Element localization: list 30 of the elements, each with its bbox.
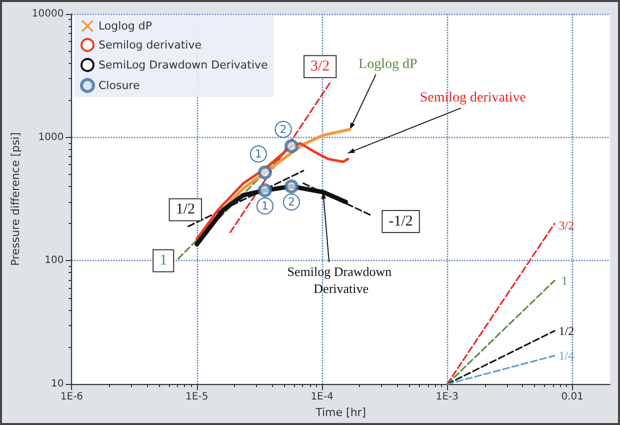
annotation: 1/4	[558, 348, 574, 363]
annotation: 1	[160, 252, 168, 269]
y-axis-title: Pressure difference [psi]	[9, 132, 22, 266]
legend-label: Loglog dP	[98, 20, 152, 32]
legend-label: Semilog derivative	[98, 38, 202, 52]
annotation: 1	[261, 199, 268, 212]
annotation: 1	[561, 274, 568, 288]
annotation: 2	[280, 122, 287, 136]
y-tick-label: 10	[50, 378, 64, 390]
y-tick-label: 10000	[32, 8, 64, 20]
annotation: 3/2	[558, 218, 574, 233]
x-tick-label: 1E-4	[310, 392, 334, 403]
annotation: Loglog dP	[358, 56, 418, 72]
annotation: Semilog derivative	[420, 90, 526, 106]
y-tick-label: 1000	[38, 132, 64, 143]
annotation: Semilog Drawdown Derivative	[287, 264, 395, 296]
legend-label: Closure	[98, 79, 140, 92]
annotation: 1/2	[176, 202, 195, 218]
x-axis-title: Time [hr]	[314, 406, 366, 419]
x-tick-label: 0.01	[561, 392, 584, 403]
annotation: 3/2	[310, 58, 330, 75]
annotation: 2	[288, 196, 295, 209]
annotation: -1/2	[388, 213, 413, 230]
annotation: 1/2	[558, 324, 574, 338]
x-tick-label: 1E-3	[436, 392, 458, 403]
legend-label: SemiLog Drawdown Derivative	[98, 58, 268, 72]
y-tick-label: 100	[44, 255, 64, 266]
annotation: 1	[254, 148, 262, 161]
x-tick-label: 1E-5	[186, 392, 208, 403]
x-tick-label: 1E-6	[60, 392, 84, 403]
